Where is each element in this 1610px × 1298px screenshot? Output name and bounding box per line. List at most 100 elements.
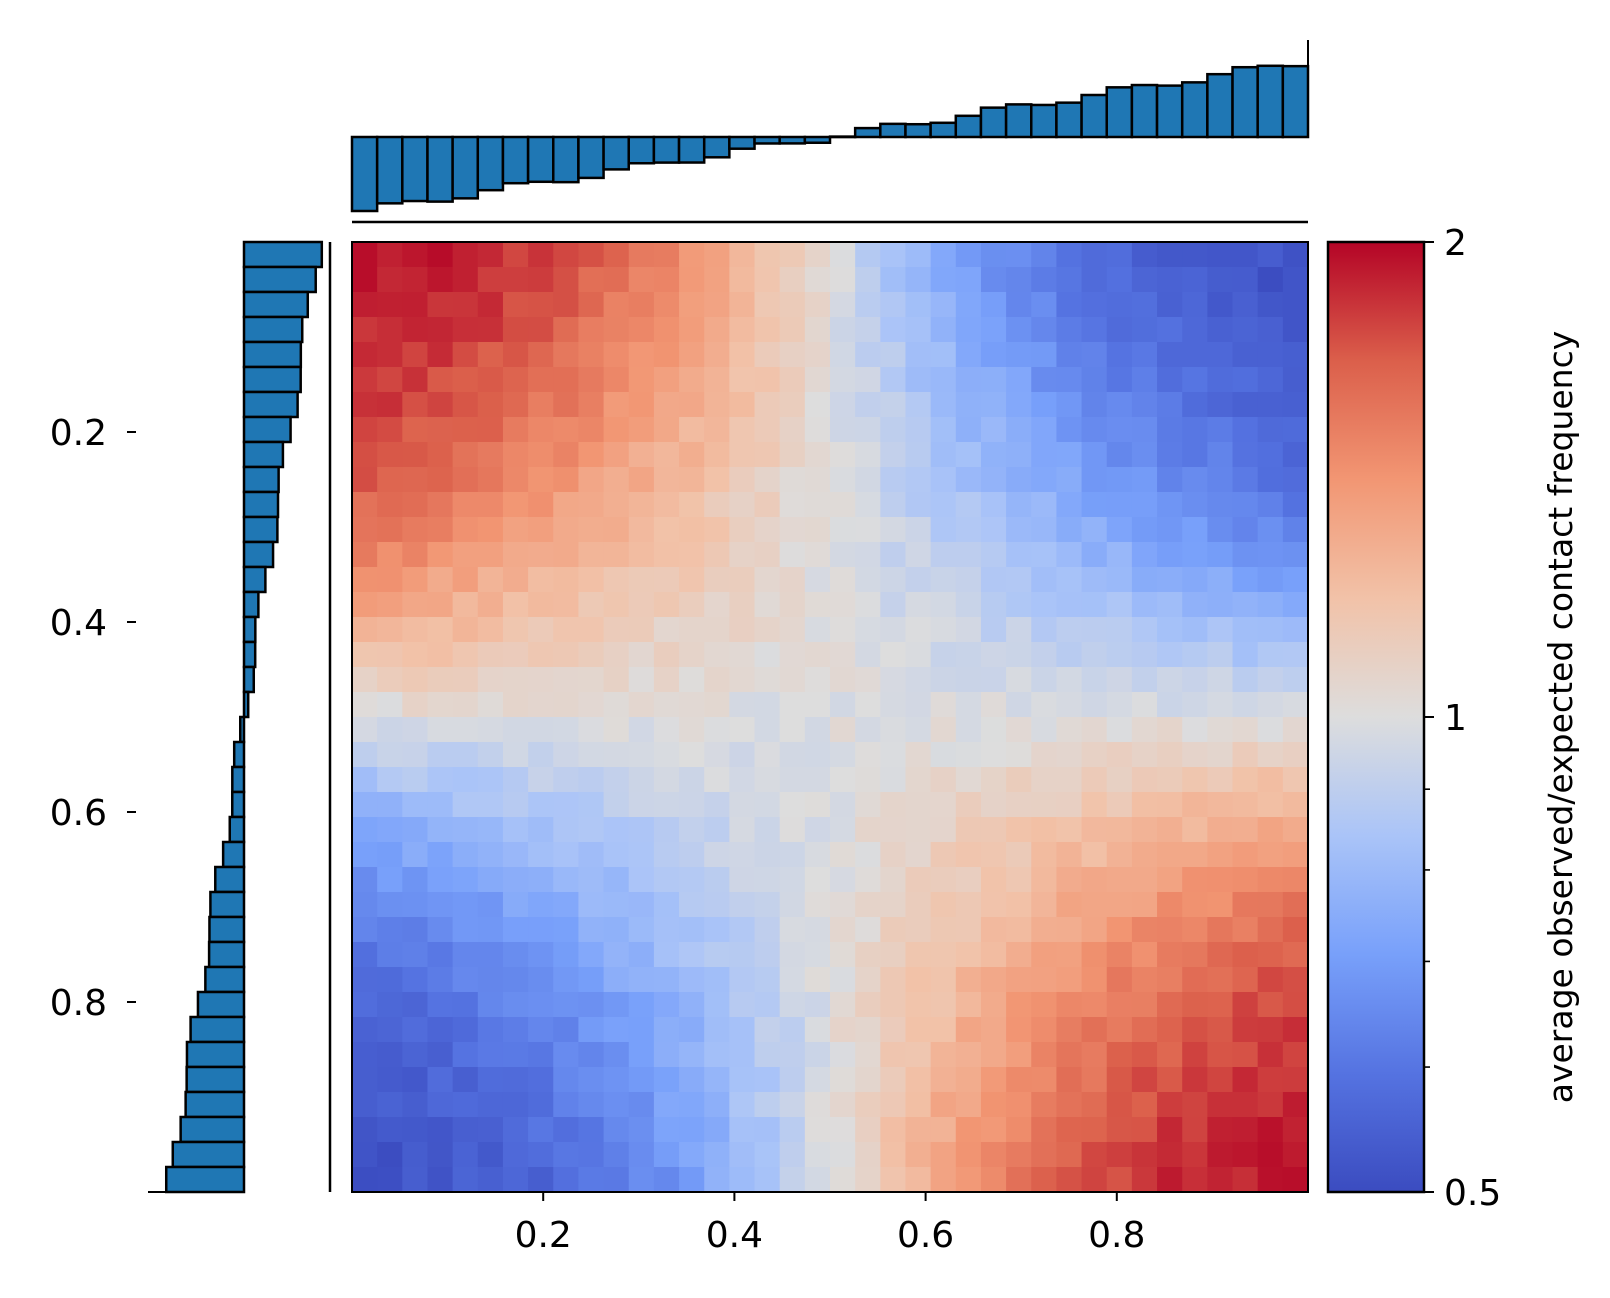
heatmap-cell bbox=[402, 742, 429, 768]
heatmap-cell bbox=[980, 567, 1007, 593]
heatmap-cell bbox=[352, 1092, 378, 1118]
heatmap-cell bbox=[855, 1092, 881, 1118]
heatmap-cell bbox=[1106, 567, 1133, 593]
heatmap-cell bbox=[1056, 792, 1083, 818]
heatmap-cell bbox=[603, 992, 630, 1018]
heatmap-cell bbox=[980, 517, 1007, 543]
heatmap-cell bbox=[830, 917, 856, 943]
heatmap-cell bbox=[1131, 917, 1158, 943]
top-marginal-bar bbox=[1155, 84, 1184, 139]
heatmap-cell bbox=[603, 892, 630, 918]
heatmap-cell bbox=[1081, 867, 1108, 893]
heatmap-cell bbox=[603, 692, 630, 718]
heatmap-cell bbox=[528, 742, 554, 768]
heatmap-cell bbox=[427, 467, 454, 493]
heatmap-cell bbox=[1131, 442, 1158, 468]
heatmap-cell bbox=[578, 817, 605, 843]
heatmap-cell bbox=[1081, 892, 1108, 918]
heatmap-cell bbox=[1106, 717, 1133, 743]
heatmap-cell bbox=[1257, 867, 1284, 893]
heatmap-cell bbox=[502, 642, 529, 668]
left-marginal-bar bbox=[242, 390, 299, 419]
heatmap-cell bbox=[603, 767, 630, 793]
heatmap-cell bbox=[477, 442, 504, 468]
heatmap-cell bbox=[578, 517, 605, 543]
heatmap-cell bbox=[402, 892, 429, 918]
heatmap-cell bbox=[754, 717, 781, 743]
heatmap-cell bbox=[1282, 342, 1309, 368]
heatmap-cell bbox=[1282, 417, 1309, 443]
heatmap-cell bbox=[1006, 542, 1032, 568]
top-marginal-bar bbox=[451, 135, 480, 200]
heatmap-cell bbox=[980, 1042, 1007, 1068]
heatmap-cell bbox=[1131, 292, 1158, 318]
heatmap-cell bbox=[1157, 517, 1183, 543]
top-marginal-bar bbox=[702, 135, 731, 159]
heatmap-cell bbox=[502, 1142, 529, 1168]
heatmap-cell bbox=[578, 742, 605, 768]
heatmap-cell bbox=[628, 292, 655, 318]
heatmap-cell bbox=[1157, 1092, 1183, 1118]
heatmap-cell bbox=[1081, 942, 1108, 968]
left-marginal-bar bbox=[185, 1065, 246, 1094]
heatmap-cell bbox=[1207, 292, 1234, 318]
heatmap-cell bbox=[754, 967, 781, 993]
heatmap-cell bbox=[1006, 1017, 1032, 1043]
heatmap-cell bbox=[553, 792, 580, 818]
heatmap-cell bbox=[1081, 1117, 1108, 1143]
heatmap-cell bbox=[1031, 967, 1058, 993]
heatmap-cell bbox=[553, 517, 580, 543]
heatmap-cell bbox=[603, 1042, 630, 1068]
left-marginal-bar bbox=[164, 1165, 246, 1194]
heatmap-cell bbox=[653, 592, 680, 618]
heatmap-cell bbox=[1257, 442, 1284, 468]
heatmap-cell bbox=[729, 692, 756, 718]
heatmap-cell bbox=[880, 317, 907, 343]
heatmap-cell bbox=[628, 1167, 655, 1193]
heatmap-cell bbox=[704, 292, 730, 318]
heatmap-cell bbox=[1106, 742, 1133, 768]
heatmap-cell bbox=[1182, 592, 1208, 618]
heatmap-cell bbox=[1282, 1017, 1309, 1043]
heatmap-cell bbox=[1282, 942, 1309, 968]
heatmap-cell bbox=[1232, 1142, 1259, 1168]
heatmap-cell bbox=[1182, 542, 1208, 568]
heatmap-cell bbox=[1232, 1167, 1259, 1193]
heatmap-cell bbox=[452, 567, 479, 593]
heatmap-cell bbox=[1207, 442, 1234, 468]
heatmap-cell bbox=[1006, 642, 1032, 668]
heatmap-cell bbox=[1182, 742, 1208, 768]
heatmap-cell bbox=[754, 267, 781, 293]
top-marginal-bar bbox=[501, 135, 530, 185]
heatmap-cell bbox=[704, 517, 730, 543]
heatmap-cell bbox=[855, 267, 881, 293]
heatmap-cell bbox=[1106, 317, 1133, 343]
heatmap-cell bbox=[1182, 442, 1208, 468]
heatmap-cell bbox=[1106, 842, 1133, 868]
heatmap-cell bbox=[1207, 817, 1234, 843]
heatmap-cell bbox=[477, 492, 504, 518]
heatmap-cell bbox=[955, 567, 982, 593]
y-axis: 0.20.40.60.8 bbox=[50, 413, 136, 1024]
heatmap-cell bbox=[955, 742, 982, 768]
heatmap-cell bbox=[905, 292, 932, 318]
heatmap-cell bbox=[955, 667, 982, 693]
heatmap-cell bbox=[779, 392, 806, 418]
heatmap-cell bbox=[352, 317, 378, 343]
heatmap-cell bbox=[729, 292, 756, 318]
heatmap-cell bbox=[1106, 517, 1133, 543]
heatmap-cell bbox=[603, 367, 630, 393]
heatmap-cell bbox=[1157, 392, 1183, 418]
heatmap-cell bbox=[804, 542, 831, 568]
heatmap-cell bbox=[704, 317, 730, 343]
heatmap-cell bbox=[402, 1142, 429, 1168]
heatmap-cell bbox=[1182, 842, 1208, 868]
heatmap-cell bbox=[1056, 567, 1083, 593]
heatmap-cell bbox=[653, 1142, 680, 1168]
heatmap-cell bbox=[1207, 467, 1234, 493]
heatmap-cell bbox=[477, 817, 504, 843]
heatmap-cell bbox=[477, 1067, 504, 1093]
left-marginal-bar bbox=[185, 1040, 246, 1069]
heatmap-cell bbox=[754, 942, 781, 968]
